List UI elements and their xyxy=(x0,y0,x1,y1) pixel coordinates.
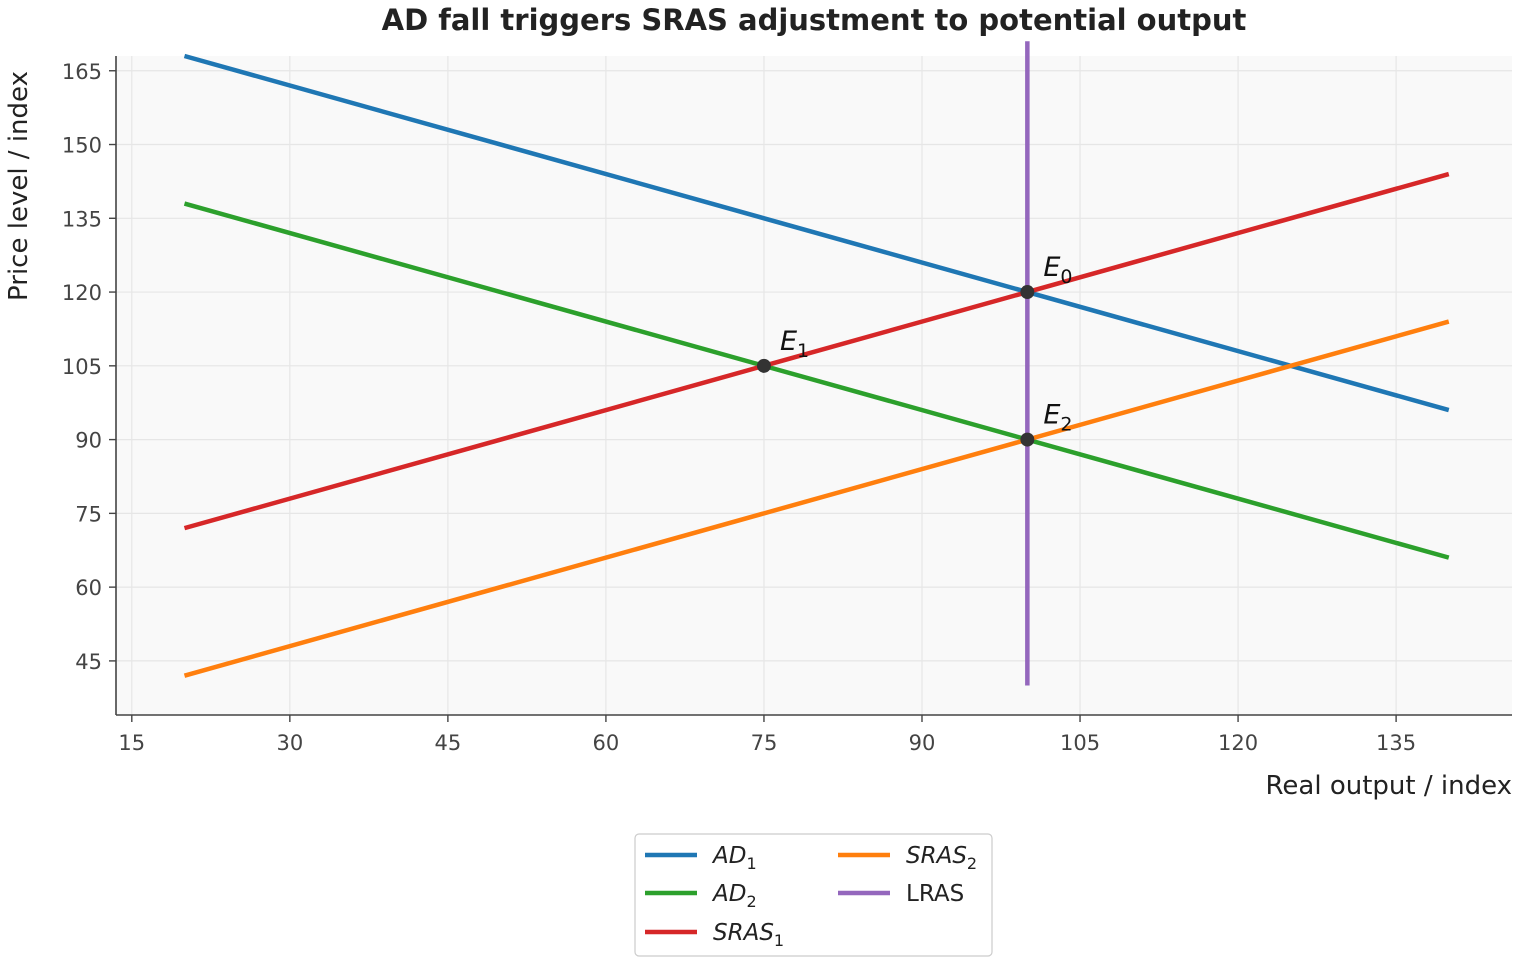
x-tick-label: 45 xyxy=(435,731,462,755)
legend-label-ad1: AD1 xyxy=(711,843,757,873)
legend-label-sras1: SRAS1 xyxy=(713,920,784,950)
equilibrium-label-e0: E0 xyxy=(1043,252,1072,288)
x-tick-label: 105 xyxy=(1060,731,1100,755)
series-layer xyxy=(183,41,1450,686)
series-line-sras2 xyxy=(183,319,1450,678)
y-tick-label: 60 xyxy=(75,576,102,600)
y-tick-label: 90 xyxy=(75,429,102,453)
y-tick-label: 45 xyxy=(75,650,102,674)
legend-label-lras: LRAS xyxy=(906,881,964,907)
grid xyxy=(116,56,1512,715)
equilibrium-label-e1: E1 xyxy=(780,326,809,362)
chart-title: AD fall triggers SRAS adjustment to pote… xyxy=(382,3,1247,37)
y-tick-label: 75 xyxy=(75,502,102,526)
y-tick-label: 135 xyxy=(62,207,102,231)
tick-labels: 15 30 45 60 75 90 105 120 135 45 60 75 90 105 120 135 15… xyxy=(62,60,1416,755)
legend-box xyxy=(634,833,993,957)
equilibrium-point-e1 xyxy=(756,358,771,373)
y-tick-label: 105 xyxy=(62,355,102,379)
x-tick-label: 135 xyxy=(1376,731,1416,755)
x-tick-label: 30 xyxy=(276,731,303,755)
y-tick-label: 150 xyxy=(62,134,102,158)
equilibrium-label-e2: E2 xyxy=(1043,400,1072,436)
plot-area xyxy=(116,56,1512,715)
x-tick-label: 120 xyxy=(1218,731,1258,755)
equilibrium-point-e0 xyxy=(1020,285,1035,300)
x-tick-label: 15 xyxy=(118,731,145,755)
y-tick-label: 165 xyxy=(62,60,102,84)
x-tick-label: 75 xyxy=(751,731,778,755)
legend: AD1 AD2 SRAS1 SRAS2 LRAS xyxy=(634,833,993,957)
legend-label-sras2: SRAS2 xyxy=(906,843,977,873)
x-tick-label: 60 xyxy=(593,731,620,755)
y-axis-label: Price level / index xyxy=(4,71,34,301)
equilibrium-point-e2 xyxy=(1020,432,1035,447)
y-tick-label: 120 xyxy=(62,281,102,305)
equilibrium-points: E0 E1 E2 xyxy=(756,252,1073,447)
axes xyxy=(115,56,1512,716)
series-line-ad1 xyxy=(183,53,1450,413)
x-tick-label: 90 xyxy=(909,731,936,755)
series-line-sras1 xyxy=(183,171,1450,531)
series-line-ad2 xyxy=(183,201,1450,560)
x-axis-label: Real output / index xyxy=(1266,771,1513,801)
legend-label-ad2: AD2 xyxy=(711,881,757,911)
